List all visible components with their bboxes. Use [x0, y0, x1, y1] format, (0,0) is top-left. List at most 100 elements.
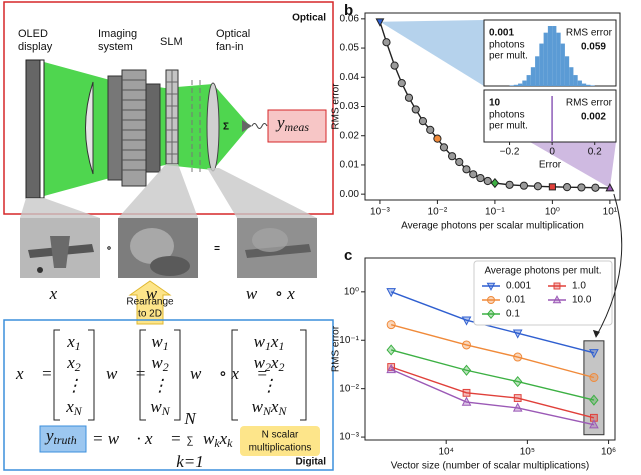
- x-tick-label: 10⁻³: [370, 207, 390, 218]
- rearrange-label: Rearrange: [126, 297, 174, 308]
- math-term: wNxN: [252, 397, 288, 418]
- detector: [242, 120, 252, 132]
- marker: [461, 364, 472, 376]
- math-text: x⃗: [49, 284, 71, 303]
- histogram-bar: [547, 26, 553, 86]
- imaging-block: [121, 69, 147, 187]
- math-term: w1x1: [254, 332, 285, 353]
- marker: [505, 180, 514, 189]
- inset-x-tick-label: 0: [549, 147, 555, 158]
- oled-label: display: [18, 41, 53, 53]
- math-base: y: [275, 113, 285, 132]
- y-tick-label: 10⁻²: [339, 383, 359, 394]
- marker: [591, 183, 600, 192]
- equals-symbol: =: [214, 244, 220, 255]
- math-text: w⃗ ∘ x⃗ =: [190, 364, 268, 383]
- inset-x-label: Error: [539, 160, 562, 171]
- histogram-bar: [518, 83, 523, 86]
- math-sub: 2: [278, 360, 284, 374]
- inset-photons-label: per mult.: [489, 121, 528, 132]
- marker: [418, 117, 428, 126]
- legend-box: [473, 260, 613, 326]
- histogram-bar: [581, 83, 587, 86]
- legend-marker: [486, 282, 496, 291]
- marker: [462, 388, 471, 397]
- imaging-block: [107, 75, 123, 181]
- panel-label: b: [344, 2, 353, 19]
- marker: [447, 152, 457, 161]
- inset-photons: 10: [489, 98, 501, 109]
- inset-photons: 0.001: [489, 28, 514, 39]
- data-line: [390, 366, 595, 419]
- x-tick-label: 10⁵: [520, 447, 535, 458]
- histogram-bar: [522, 80, 527, 86]
- marker: [390, 61, 399, 70]
- y-tick-label: 0.06: [340, 13, 360, 24]
- math-sub: 1: [75, 339, 81, 353]
- histogram-bar: [539, 43, 544, 86]
- note-label: multiplications: [249, 443, 312, 454]
- arrow-head: [592, 329, 600, 338]
- legend-marker: [552, 295, 562, 304]
- histogram-bar: [590, 85, 595, 86]
- fan-in-label: Optical: [216, 28, 250, 40]
- legend-label: 1.0: [572, 281, 586, 292]
- sum-symbol: Σ: [223, 122, 229, 133]
- marker: [386, 344, 396, 356]
- math-sub: 1: [163, 339, 169, 353]
- projection: [20, 198, 100, 218]
- digital-title: Digital: [295, 457, 326, 468]
- note-box: [240, 426, 320, 456]
- inset-photons-label: photons: [489, 110, 525, 121]
- image-detail: [130, 228, 174, 264]
- rearrange-arrow: [128, 280, 172, 325]
- marker: [397, 79, 406, 88]
- bracket: [88, 329, 95, 421]
- marker: [605, 182, 615, 192]
- panel-label: c: [344, 247, 352, 264]
- histogram-bar: [569, 67, 574, 86]
- math-text: x⃗ =: [15, 364, 53, 383]
- math-base: y: [44, 426, 54, 445]
- x-tick-label: 10¹: [603, 207, 618, 218]
- marker: [462, 165, 471, 174]
- image-detail: [37, 267, 43, 273]
- math-base: w: [252, 397, 264, 416]
- histogram-bar: [543, 32, 548, 86]
- math-sub: 1: [265, 339, 271, 353]
- math-sub: meas: [285, 120, 310, 134]
- y-tick-label: 10⁻¹: [339, 335, 359, 346]
- math-term: w2x2: [254, 353, 285, 374]
- math-sub: N: [73, 404, 83, 418]
- bracket: [174, 329, 181, 421]
- y-truth-box: [39, 425, 87, 453]
- imaging-stripes: [122, 79, 146, 171]
- legend-label: 10.0: [572, 295, 592, 306]
- marker: [433, 134, 442, 143]
- fan-in-label: fan-in: [216, 41, 244, 53]
- math-text: k=1: [176, 452, 204, 471]
- bracket: [231, 329, 238, 421]
- imaging-label: Imaging: [98, 28, 137, 40]
- math-base: x: [270, 397, 279, 416]
- x-tick-label: 10⁰: [545, 207, 560, 218]
- math-sub: k: [214, 436, 220, 450]
- marker: [589, 419, 599, 429]
- connector-arrow: [595, 193, 623, 338]
- marker: [513, 394, 522, 402]
- zoom-wedge: [379, 20, 484, 86]
- histogram-bar: [564, 56, 570, 86]
- legend-title: Average photons per mult.: [484, 266, 601, 277]
- math-base: w: [151, 353, 163, 372]
- math-base: x: [66, 353, 75, 372]
- histogram-bar: [513, 84, 519, 86]
- math-base: w: [254, 353, 266, 372]
- inset-rms: 0.002: [581, 112, 606, 123]
- x-tick-label: 10⁴: [438, 447, 453, 458]
- y-axis-label: RMS error: [331, 325, 342, 372]
- math-sub: N: [161, 404, 171, 418]
- oled-label: OLED: [18, 28, 48, 40]
- inset-x-tick-label: 0.2: [588, 147, 602, 158]
- inset-rms: 0.059: [581, 42, 606, 53]
